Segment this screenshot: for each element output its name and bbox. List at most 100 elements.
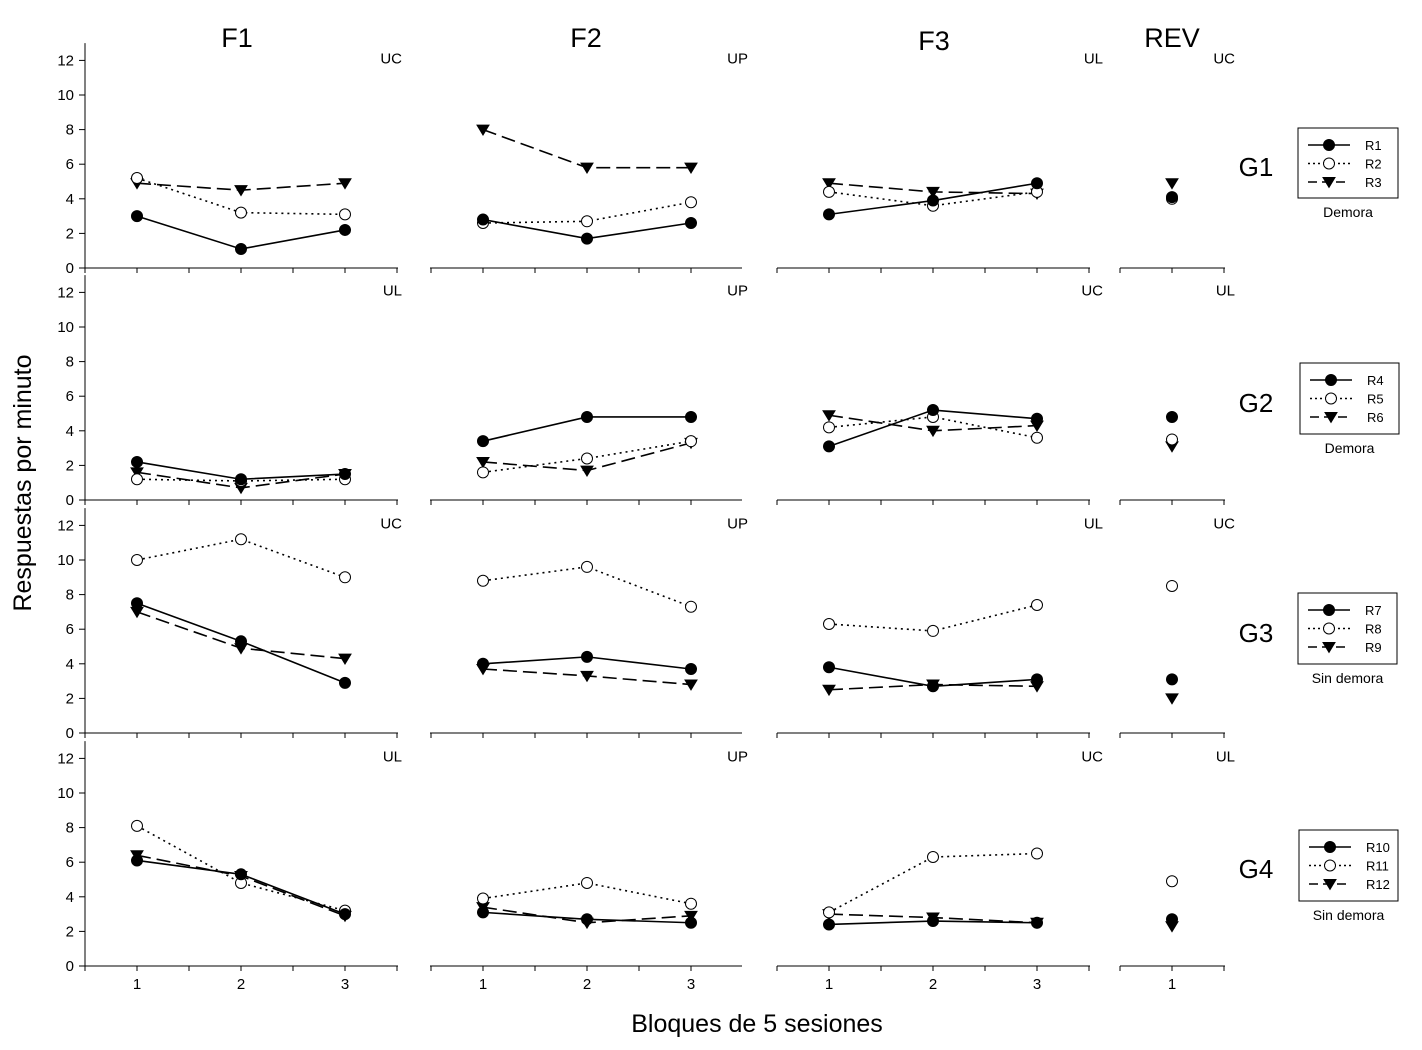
data-point-r4 [685,410,697,423]
y-tick-label: 8 [66,354,74,371]
x-tick-label: 2 [583,976,591,993]
legend-marker-r10 [1324,841,1336,853]
data-point-r7 [581,650,593,663]
x-tick-label: 3 [341,976,349,993]
legend-label-r1: R1 [1365,138,1382,153]
legend-condition: Sin demora [1312,670,1384,686]
phase-title-f1: F1 [221,23,253,53]
panel-corner-label: UC [1081,282,1103,299]
data-point-r4 [1031,412,1043,425]
data-point-r1 [339,223,351,236]
data-point-r4 [823,440,835,453]
data-point-r11 [131,819,143,832]
data-point-r8 [339,571,351,584]
data-point-r8 [927,624,939,637]
legend-marker-r2 [1323,157,1335,170]
data-point-r7 [1031,673,1043,686]
series-line-r5 [482,440,692,474]
data-point-r1 [131,210,143,223]
legend-condition: Sin demora [1313,907,1385,923]
row-g3: 0 2 4 6 8 10 12 UC UP UL UC G3 R7 R8 R9 Sin demora [57,508,1398,742]
data-point-r2 [235,206,247,219]
legend-label-r7: R7 [1365,603,1382,618]
y-tick-label: 8 [66,820,74,837]
data-point-r6 [476,456,490,469]
data-point-r7 [477,657,489,670]
panel-corner-label: UL [1084,50,1103,67]
data-point-r2 [685,196,697,209]
data-point-r5 [685,435,697,448]
y-tick-label: 2 [66,457,74,474]
panel-corner-label: UL [383,748,402,765]
legend: R1 R2 R3 [1297,127,1399,199]
data-point-r3 [1165,178,1179,190]
y-tick-label: 10 [57,319,74,336]
data-point-r9 [580,670,594,683]
y-tick-label: 6 [66,156,74,173]
legend-marker-r9 [1322,642,1336,654]
data-point-r4 [339,468,351,481]
data-point-r1 [1166,191,1178,204]
panel-corner-label: UC [380,515,402,532]
data-point-r4 [581,410,593,423]
y-tick-label: 0 [66,958,74,975]
phase-title-rev: REV [1144,23,1200,53]
data-point-r10 [1031,916,1043,929]
data-point-r4 [131,455,143,468]
data-point-r12 [684,910,698,923]
x-tick-label: 3 [687,976,695,993]
series-line-r11 [482,882,692,905]
x-axis-label: Bloques de 5 sesiones [631,1010,883,1038]
y-axis-label: Respuestas por minuto [9,354,37,611]
data-point-r1 [477,213,489,226]
legend: R7 R8 R9 [1297,592,1398,665]
data-point-r6 [580,465,594,477]
panel-corner-label: UC [1213,515,1235,532]
data-point-r3 [822,178,836,190]
data-point-r10 [927,915,939,928]
data-point-r3 [234,185,248,197]
data-point-r10 [235,868,247,881]
legend-label-r6: R6 [1367,410,1384,425]
data-point-r8 [823,618,835,631]
panel-corner-label: UP [727,515,748,532]
data-point-r5 [1166,433,1178,446]
data-point-r4 [477,435,489,448]
legend-condition: Demora [1323,204,1373,220]
row-g1: 0 2 4 6 8 10 12 UC UP UL UC G1 R1 R2 R3 Demora [57,43,1399,277]
series-line-r2 [482,201,692,224]
data-point-r3 [476,124,490,136]
panel-corner-label: UC [1081,748,1103,765]
phase-title-f2: F2 [570,23,602,53]
legend-marker-r6 [1324,412,1338,424]
group-label-g3: G3 [1239,618,1274,648]
legend-marker-r4 [1325,374,1337,386]
y-tick-label: 6 [66,388,74,405]
data-point-r2 [581,215,593,228]
y-tick-label: 0 [66,725,74,742]
x-tick-label: 1 [1168,976,1176,993]
data-point-r9 [822,684,836,697]
legend-marker-r5 [1325,392,1337,405]
y-tick-label: 0 [66,260,74,277]
y-tick-label: 6 [66,854,74,871]
legend-label-r12: R12 [1366,877,1390,892]
data-point-r5 [823,421,835,434]
legend: R10 R11 R12 [1298,829,1399,902]
data-point-r1 [685,217,697,230]
legend-condition: Demora [1325,440,1375,456]
data-point-r10 [581,913,593,926]
data-point-r7 [685,662,697,675]
y-tick-label: 12 [57,517,74,534]
data-point-r2 [823,185,835,198]
y-tick-label: 12 [57,52,74,69]
data-point-r10 [685,916,697,929]
data-point-r7 [823,661,835,674]
data-point-r1 [1031,177,1043,190]
data-point-r1 [235,242,247,255]
data-point-r3 [926,186,940,199]
data-point-r11 [685,897,697,910]
data-point-r7 [235,635,247,648]
legend-label-r4: R4 [1367,373,1384,388]
y-tick-label: 10 [57,552,74,569]
